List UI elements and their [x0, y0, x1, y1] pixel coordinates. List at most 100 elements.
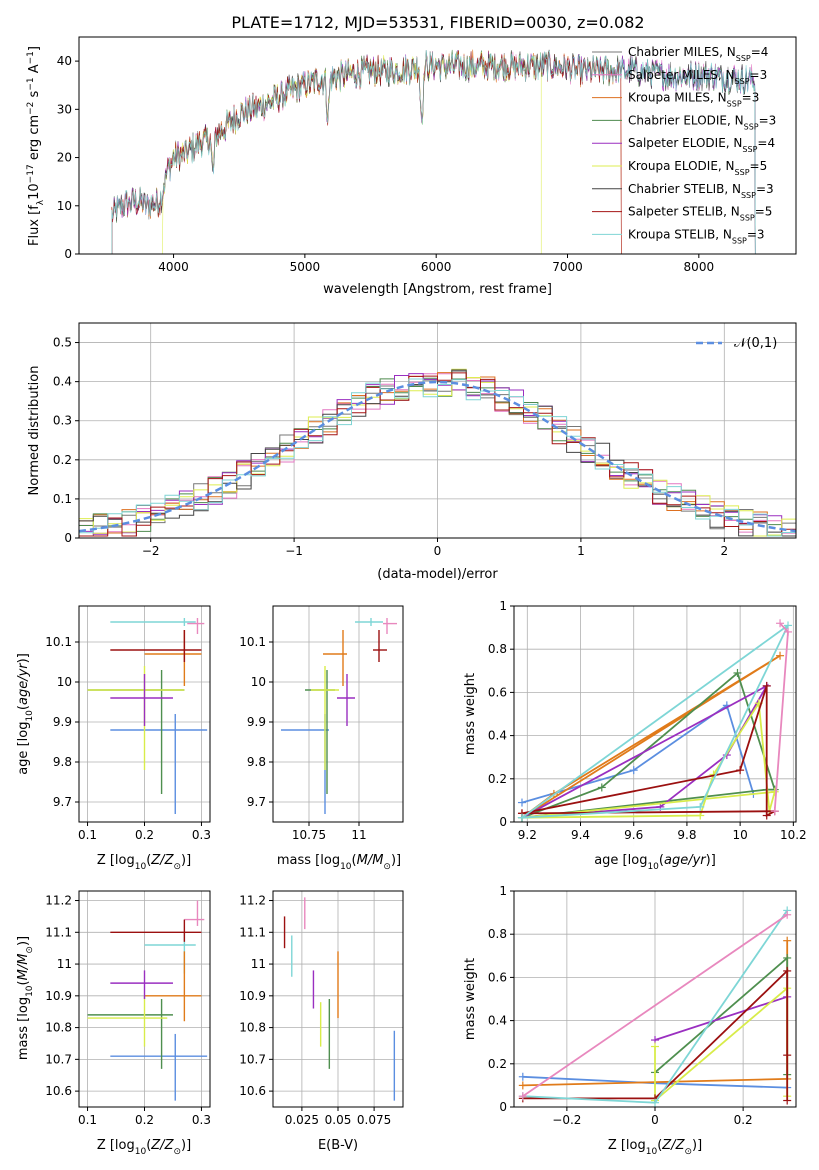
y-tick-label: 10	[57, 675, 72, 689]
y-tick-label: 10.6	[239, 1084, 266, 1098]
x-tick-label: 10.2	[780, 828, 807, 842]
x-tick-label: 10.75	[292, 828, 326, 842]
x-tick-label: 4000	[158, 260, 189, 274]
legend: Chabrier MILES, NSSP=4 Salpeter MILES, NS…	[592, 45, 776, 245]
y-tick-label: 20	[57, 151, 72, 165]
x-tick-label: 6000	[421, 260, 452, 274]
x-axis-label: (data-model)/error	[377, 567, 498, 582]
legend-label: Chabrier STELIB, NSSP=3	[628, 182, 774, 200]
x-tick-label: 0.3	[192, 1113, 211, 1127]
legend-label: Chabrier MILES, NSSP=4	[628, 45, 768, 63]
y-tick-label: 10.1	[45, 635, 72, 649]
y-tick-label: 0.4	[53, 375, 72, 389]
x-tick-label: 0.3	[192, 828, 211, 842]
y-tick-label: 40	[57, 54, 72, 68]
legend-label: Salpeter STELIB, NSSP=5	[628, 205, 772, 223]
y-tick-label: 9.8	[53, 755, 72, 769]
x-tick-label: 11	[351, 828, 366, 842]
y-tick-label: 10.9	[45, 989, 72, 1003]
y-axis-label: Normed distribution	[27, 366, 42, 496]
x-tick-label: 0	[434, 544, 442, 558]
normal-curve	[79, 380, 796, 533]
x-tick-label: 0.05	[325, 1113, 352, 1127]
weight-line	[522, 914, 788, 1097]
axes-frame	[272, 605, 404, 823]
weight-line	[521, 685, 776, 818]
plot-area	[283, 897, 396, 1101]
x-tick-label: 0.025	[285, 1113, 319, 1127]
y-tick-label: 9.7	[53, 795, 72, 809]
x-tick-label: 9.6	[624, 828, 643, 842]
x-tick-label: 0	[651, 1113, 659, 1127]
legend-label: Salpeter ELODIE, NSSP=4	[628, 136, 775, 154]
legend-label: 𝒩(0,1)	[734, 336, 777, 351]
plot-area	[281, 618, 397, 814]
x-tick-label: 0.2	[135, 1113, 154, 1127]
y-tick-label: 10.8	[239, 1021, 266, 1035]
y-axis-label: Flux [fλ10−17 erg cm−2 s−1 A−1]	[26, 46, 46, 246]
y-tick-label: 0.4	[488, 729, 507, 743]
y-tick-label: 11.1	[239, 925, 266, 939]
weight-line	[654, 995, 788, 1041]
y-axis-label: mass [log10(M/M⊙)]	[16, 936, 35, 1060]
y-tick-label: 0.2	[53, 453, 72, 467]
y-tick-label: 0	[64, 531, 72, 545]
y-tick-label: 0.8	[488, 927, 507, 941]
x-axis-label: age [log10(age/yr)]	[594, 853, 716, 872]
y-tick-label: 9.9	[247, 715, 266, 729]
x-tick-label: 5000	[290, 260, 321, 274]
x-tick-label: 0.2	[734, 1113, 753, 1127]
y-tick-label: 11.2	[239, 894, 266, 908]
plot-area	[518, 906, 792, 1107]
x-tick-label: 0.1	[78, 828, 97, 842]
legend-label: Kroupa ELODIE, NSSP=5	[628, 159, 767, 177]
legend-label: Salpeter MILES, NSSP=3	[628, 68, 767, 86]
plot-area	[87, 900, 208, 1101]
y-tick-label: 11.1	[45, 925, 72, 939]
mass_vs_EBV-chart: 0.025 0.05 0.075 10.6 10.7 10.8 10.9 11 11.1 11.2…	[239, 890, 404, 1153]
plot-area	[79, 368, 796, 537]
y-tick-label: 11	[251, 957, 266, 971]
axes-frame	[513, 605, 797, 823]
y-tick-label: 0.6	[488, 685, 507, 699]
y-tick-label: 0	[499, 815, 507, 829]
mass_vs_Z-chart: 0.1 0.2 0.3 10.6 10.7 10.8 10.9 11 11.1 11.2 Z [lo…	[16, 890, 211, 1157]
age_vs_Z-chart: 0.1 0.2 0.3 9.7 9.8 9.9 10 10.1 Z [log10(Z/Z⊙)] a…	[16, 605, 211, 872]
y-tick-label: 10	[57, 199, 72, 213]
weight_vs_age-chart: 9.2 9.4 9.6 9.8 10 10.2 0 0.2 0.4 0.6 0.8 1 age [log…	[463, 599, 807, 872]
y-axis-label: mass weight	[463, 673, 478, 755]
x-tick-label: −2	[142, 544, 160, 558]
x-tick-label: 2	[720, 544, 728, 558]
y-tick-label: 10.7	[45, 1052, 72, 1066]
x-tick-label: 0.1	[78, 1113, 97, 1127]
y-tick-label: 9.8	[247, 755, 266, 769]
x-axis-label: Z [log10(Z/Z⊙)]	[97, 1138, 191, 1157]
x-tick-label: −0.2	[552, 1113, 581, 1127]
x-tick-label: 9.8	[677, 828, 696, 842]
y-tick-label: 0	[499, 1100, 507, 1114]
histogram-steps	[79, 372, 796, 537]
x-axis-label: mass [log10(M/M⊙)]	[277, 853, 401, 872]
x-tick-label: 8000	[684, 260, 715, 274]
x-tick-label: −1	[285, 544, 303, 558]
weight-line	[521, 671, 776, 819]
y-tick-label: 0.6	[488, 970, 507, 984]
y-tick-label: 10.9	[239, 989, 266, 1003]
x-tick-label: 10	[732, 828, 747, 842]
y-tick-label: 1	[499, 884, 507, 898]
y-tick-label: 10.8	[45, 1021, 72, 1035]
y-tick-label: 10	[251, 675, 266, 689]
y-tick-label: 0.1	[53, 492, 72, 506]
y-axis-label: age [log10(age/yr)]	[16, 653, 35, 775]
y-tick-label: 0.8	[488, 642, 507, 656]
y-tick-label: 1	[499, 599, 507, 613]
y-tick-label: 11	[57, 957, 72, 971]
weight_vs_Z-chart: −0.2 0 0.2 0 0.2 0.4 0.6 0.8 1 Z [log10(Z/Z⊙)] mas…	[463, 884, 797, 1157]
y-tick-label: 0.2	[488, 1057, 507, 1071]
x-axis-label: Z [log10(Z/Z⊙)]	[97, 853, 191, 872]
x-tick-label: 7000	[552, 260, 583, 274]
weight-line	[521, 624, 789, 819]
x-tick-label: 9.2	[518, 828, 537, 842]
axes-frame	[78, 36, 797, 255]
